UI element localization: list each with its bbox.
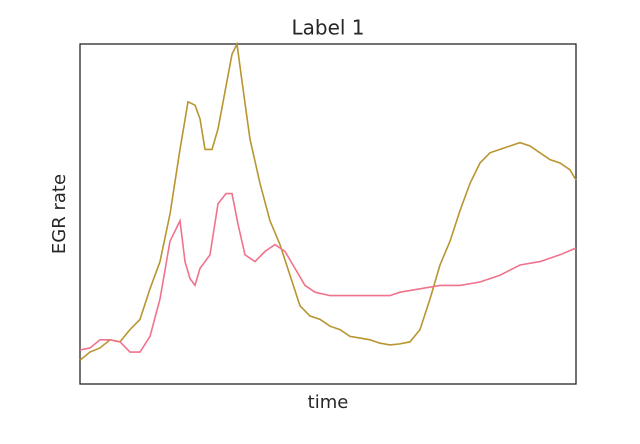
x-axis-label: time — [308, 392, 349, 413]
data-line — [79, 192, 577, 353]
chart-title: Label 1 — [291, 16, 364, 40]
plot-frame — [79, 43, 577, 385]
data-line — [79, 41, 577, 361]
y-axis-label: EGR rate — [49, 174, 70, 254]
